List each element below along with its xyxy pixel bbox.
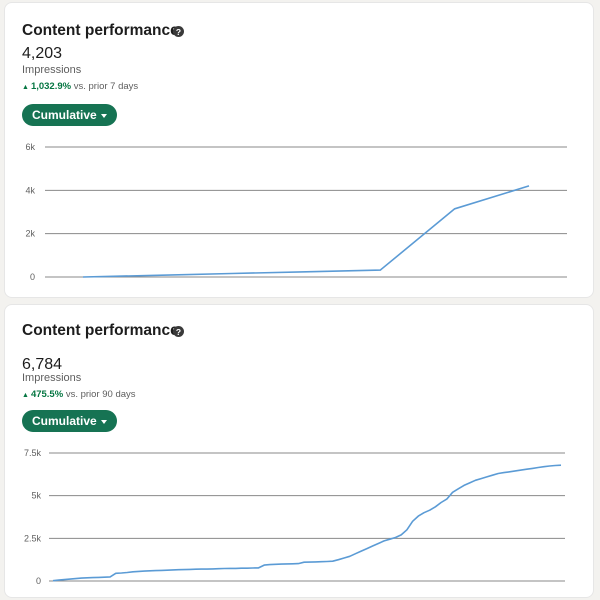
y-tick-label: 0 bbox=[30, 272, 35, 282]
impressions-line-chart: 0 2.5k 5k 7.5k bbox=[24, 448, 565, 586]
impressions-value: 4,203 bbox=[22, 45, 63, 62]
cumulative-dropdown-label: Cumulative bbox=[32, 414, 97, 428]
delta-text: vs. prior 7 days bbox=[73, 81, 139, 92]
cumulative-dropdown[interactable]: Cumulative bbox=[22, 410, 117, 432]
y-tick-label: 6k bbox=[25, 142, 35, 152]
content-performance-card-7-days: Content performance ? 4,203 Impressions … bbox=[4, 2, 594, 298]
y-tick-label: 0 bbox=[36, 576, 41, 586]
question-circle-icon[interactable]: ? bbox=[173, 326, 184, 337]
impressions-series-line bbox=[52, 464, 562, 582]
card-title: Content performance bbox=[22, 22, 179, 39]
caret-down-icon bbox=[100, 419, 107, 424]
content-performance-card-90-days: Content performance ? 6,784 Impressions … bbox=[4, 304, 594, 598]
y-tick-label: 7.5k bbox=[24, 448, 42, 458]
up-arrow-icon: ▲ bbox=[22, 84, 29, 91]
impressions-label: Impressions bbox=[22, 64, 82, 76]
delta-percent: 1,032.9% bbox=[30, 81, 72, 92]
delta-line: ▲ 1,032.9% vs. prior 7 days bbox=[22, 81, 138, 92]
question-circle-icon[interactable]: ? bbox=[173, 26, 184, 37]
y-tick-label: 5k bbox=[31, 491, 41, 501]
impressions-label: Impressions bbox=[22, 372, 82, 384]
cumulative-dropdown[interactable]: Cumulative bbox=[22, 104, 117, 126]
y-tick-label: 2.5k bbox=[24, 533, 42, 543]
y-tick-label: 2k bbox=[25, 229, 35, 239]
caret-down-icon bbox=[100, 113, 107, 118]
delta-line: ▲ 475.5% vs. prior 90 days bbox=[22, 389, 136, 400]
delta-text: vs. prior 90 days bbox=[65, 389, 136, 400]
impressions-series-line bbox=[82, 185, 530, 278]
cumulative-dropdown-label: Cumulative bbox=[32, 108, 97, 122]
impressions-line-chart: 0 2k 4k 6k bbox=[25, 142, 567, 282]
up-arrow-icon: ▲ bbox=[22, 392, 29, 399]
delta-percent: 475.5% bbox=[30, 389, 64, 400]
card-title: Content performance bbox=[22, 322, 179, 339]
impressions-value: 6,784 bbox=[22, 356, 63, 373]
y-tick-label: 4k bbox=[25, 185, 35, 195]
